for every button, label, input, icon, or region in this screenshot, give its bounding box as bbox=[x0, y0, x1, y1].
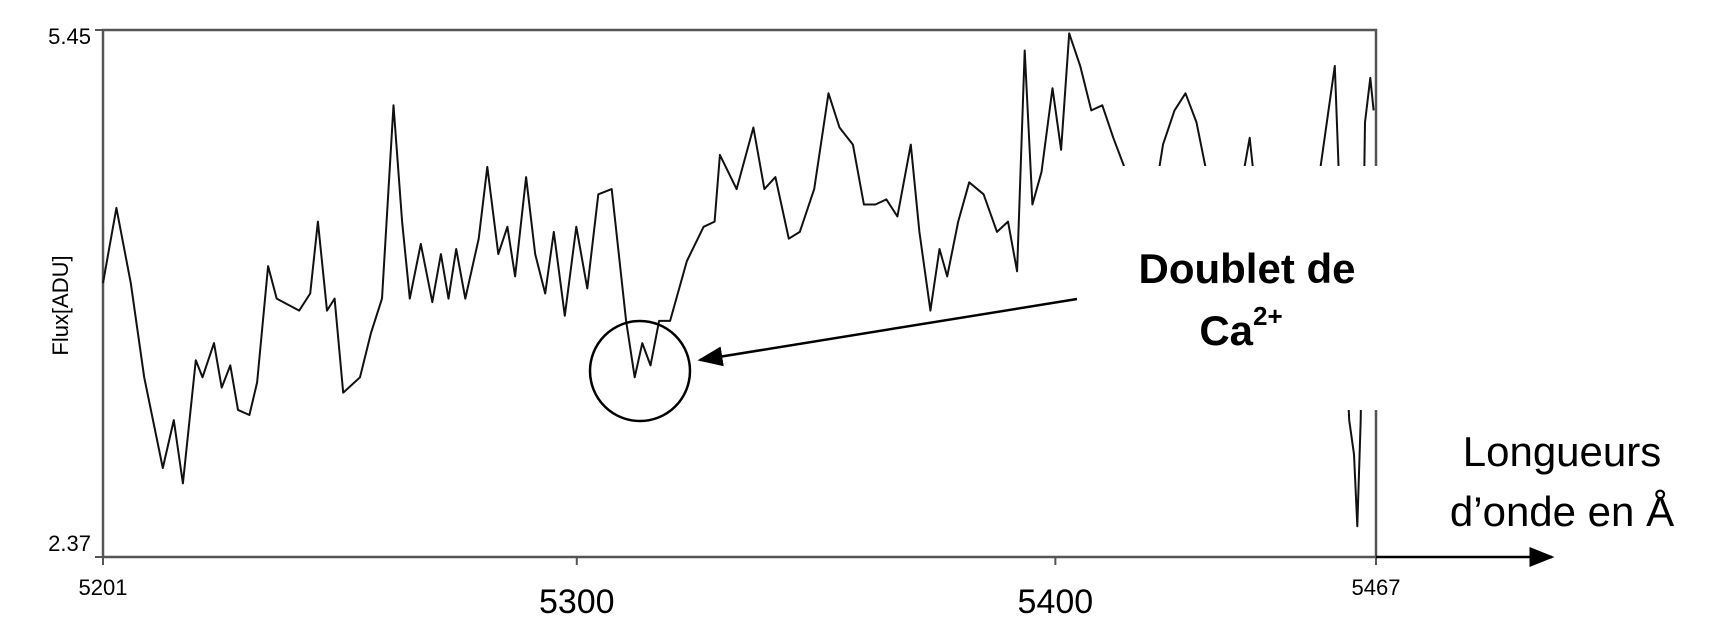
annotation-text: Ca2+ bbox=[1199, 301, 1282, 354]
annotation-superscript: 2+ bbox=[1253, 301, 1283, 331]
spectrum-line bbox=[102, 32, 1375, 528]
annotation-text-main: Ca bbox=[1199, 307, 1253, 354]
annotation-arrow bbox=[697, 297, 1078, 367]
label-box bbox=[1113, 166, 1383, 410]
x-tick-label: 5400 bbox=[1018, 583, 1094, 621]
y-tick-label: 2.37 bbox=[48, 531, 91, 556]
x-axis-label: Longueurs bbox=[1463, 428, 1662, 475]
x-tick-label: 5467 bbox=[1352, 575, 1401, 600]
x-tick-label: 5300 bbox=[539, 583, 615, 621]
y-axis-label: Flux[ADU] bbox=[48, 255, 73, 355]
highlight-circle bbox=[588, 319, 692, 423]
x-axis-label: d’onde en Å bbox=[1450, 488, 1674, 535]
annotation-text: Doublet de bbox=[1139, 245, 1356, 292]
y-tick-label: 5.45 bbox=[48, 24, 91, 49]
x-tick-label: 5201 bbox=[79, 575, 128, 600]
